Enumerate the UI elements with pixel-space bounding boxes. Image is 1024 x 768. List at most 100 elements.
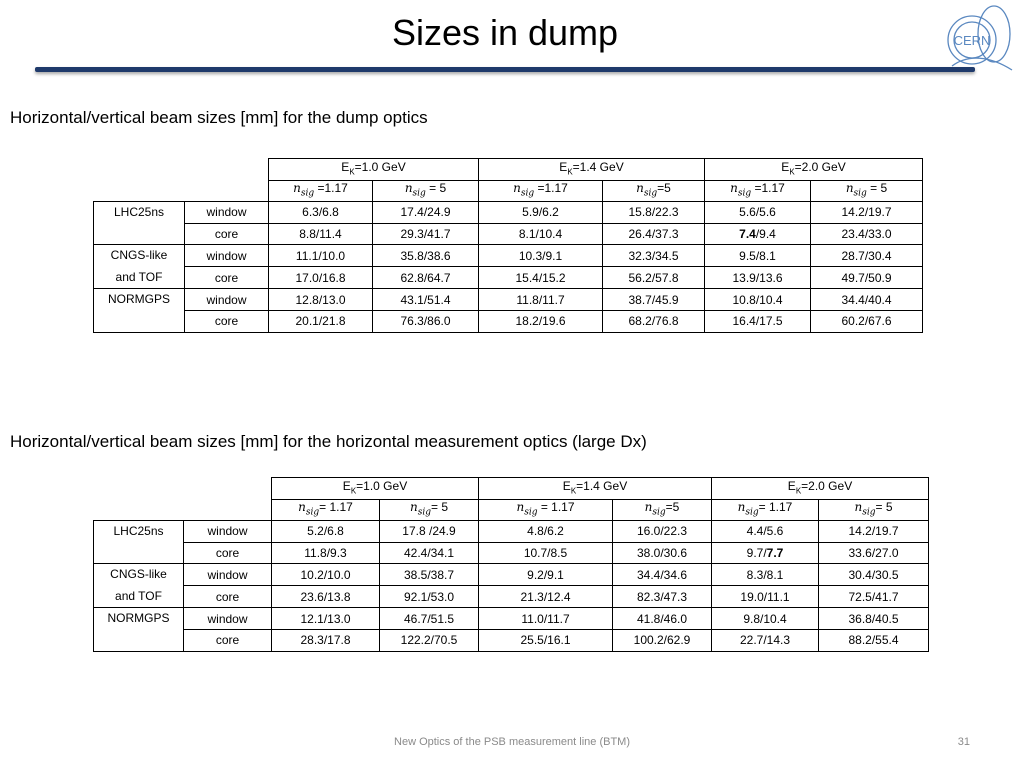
region-label: core [183, 585, 272, 609]
beam-type-label: CNGS-like and TOF [93, 563, 184, 609]
size-cell: 4.4/5.6 [711, 520, 819, 543]
size-cell: 5.2/6.8 [271, 520, 380, 543]
size-cell: 4.8/6.2 [478, 520, 613, 543]
energy-subscript: K [570, 485, 577, 495]
nsig-subscript: sig [305, 507, 320, 518]
size-cell: 28.7/30.4 [810, 244, 923, 268]
nsig-value: = 5 [425, 181, 447, 196]
nsig-symbol: nsig [410, 500, 431, 517]
size-cell: 12.1/13.0 [271, 607, 380, 630]
size-cell: 42.4/34.1 [379, 541, 479, 565]
size-cell: 9.8/10.4 [711, 607, 819, 630]
nsig-header: nsig=5 [612, 498, 712, 522]
nsig-symbol: nsig [730, 181, 751, 198]
nsig-value: =5 [665, 500, 680, 515]
size-cell: 34.4/34.6 [612, 563, 712, 587]
size-cell: 41.8/46.0 [612, 607, 712, 630]
size-cell: 9.2/9.1 [478, 563, 613, 587]
region-label: window [184, 244, 269, 268]
size-cell: 23.4/33.0 [810, 222, 923, 246]
table-row: LHC25ns window 6.3/6.8 17.4/24.9 5.9/6.2 15.8… [93, 201, 923, 246]
size-cell: 35.8/38.6 [372, 244, 479, 268]
table-row: CNGS-like and TOF window 10.2/10.0 38.5/38.7… [93, 563, 929, 609]
nsig-header: nsig =1.17 [704, 179, 811, 203]
beam-type-label: LHC25ns [93, 520, 184, 565]
nsig-header: nsig =1.17 [478, 179, 603, 203]
size-cell: 30.4/30.5 [818, 563, 929, 587]
beam-type-line: CNGS-like [110, 248, 168, 263]
size-cell: 88.2/55.4 [818, 628, 929, 652]
nsig-header: nsig = 1.17 [478, 498, 613, 522]
beam-type-label: NORMGPS [93, 288, 185, 333]
nsig-value: = 1.17 [537, 500, 575, 515]
size-cell: 60.2/67.6 [810, 309, 923, 333]
nsig-header: nsig= 1.17 [271, 498, 380, 522]
size-cell: 38.5/38.7 [379, 563, 479, 587]
empty-cell [94, 159, 269, 181]
size-cell: 5.9/6.2 [478, 201, 603, 224]
table-row: core 23.6/13.8 92.1/53.0 21.3/12.4 82.3/47.3… [94, 585, 929, 609]
size-cell: 11.1/10.0 [268, 244, 373, 268]
size-cell: 82.3/47.3 [612, 585, 712, 609]
slide-title: Sizes in dump [391, 12, 619, 53]
nsig-header: nsig = 5 [810, 179, 923, 203]
size-cell: 26.4/37.3 [602, 222, 705, 246]
energy-subscript: K [795, 485, 802, 495]
region-label: core [184, 309, 269, 333]
energy-value: =1.0 GeV [356, 478, 408, 493]
nsig-symbol: nsig [298, 500, 319, 517]
size-cell: 28.3/17.8 [271, 628, 380, 652]
nsig-letter: n [854, 500, 863, 515]
energy-symbol: E [781, 159, 790, 174]
size-cell: 18.2/19.6 [478, 309, 603, 333]
nsig-subscript: sig [652, 507, 666, 518]
empty-cell [94, 180, 269, 202]
region-label: core [183, 628, 272, 652]
size-cell: 38.0/30.6 [612, 541, 712, 565]
nsig-header-row: nsig =1.17 nsig = 5 nsig =1.17 nsig=5 nsig =… [94, 179, 923, 203]
energy-header: EK=1.0 GeV [271, 477, 479, 500]
nsig-header: nsig =1.17 [268, 179, 373, 203]
size-cell: 14.2/19.7 [810, 201, 923, 224]
size-cell: 16.0/22.3 [612, 520, 712, 543]
size-cell: 10.8/10.4 [704, 288, 811, 311]
nsig-symbol: nsig [516, 500, 537, 517]
nsig-value: = 1.17 [758, 500, 793, 515]
slide-footer: New Optics of the PSB measurement line (… [394, 736, 630, 748]
beam-type-label: CNGS-like and TOF [93, 244, 185, 290]
nsig-letter: n [737, 500, 746, 515]
region-label: window [184, 288, 269, 311]
table-row: core 28.3/17.8 122.2/70.5 25.5/16.1 100.2/62… [94, 628, 929, 652]
size-cell: 72.5/41.7 [818, 585, 929, 609]
size-cell: 14.2/19.7 [818, 520, 929, 543]
size-cell: 49.7/50.9 [810, 266, 923, 290]
energy-header: EK=1.4 GeV [478, 477, 712, 500]
energy-value: =1.4 GeV [576, 478, 628, 493]
size-cell: 7.4/9.4 [704, 222, 811, 246]
table-row: NORMGPS window 12.1/13.0 46.7/51.5 11.0/11.7… [93, 607, 929, 652]
nsig-symbol: nsig [405, 181, 426, 198]
beam-type-label: NORMGPS [93, 607, 184, 652]
nsig-header: nsig= 5 [818, 498, 929, 522]
empty-cell [94, 499, 272, 521]
nsig-subscript: sig [524, 507, 538, 518]
size-cell: 11.0/11.7 [478, 607, 613, 630]
energy-subscript: K [350, 485, 357, 495]
table-row: LHC25ns window 5.2/6.8 17.8 /24.9 4.8/6.2 16.… [93, 520, 929, 565]
nsig-header: nsig= 5 [379, 498, 479, 522]
size-cell: 9.7/7.7 [711, 541, 819, 565]
beam-type-label: LHC25ns [93, 201, 185, 246]
table-2-caption: Horizontal/vertical beam sizes [mm] for … [10, 432, 647, 451]
size-cell: 34.4/40.4 [810, 288, 923, 311]
size-cell: 21.3/12.4 [478, 585, 613, 609]
nsig-subscript: sig [745, 507, 759, 518]
size-value: 7.4/9.4 [739, 227, 776, 242]
nsig-letter: n [298, 500, 306, 515]
nsig-subscript: sig [417, 507, 431, 518]
nsig-symbol: nsig [513, 181, 534, 198]
energy-symbol: E [559, 159, 568, 174]
energy-value: =2.0 GeV [794, 159, 846, 174]
nsig-header-row: nsig= 1.17 nsig= 5 nsig = 1.17 nsig=5 nsig= … [94, 498, 929, 522]
energy-subscript: K [789, 166, 795, 176]
energy-value: =1.0 GeV [354, 159, 406, 174]
